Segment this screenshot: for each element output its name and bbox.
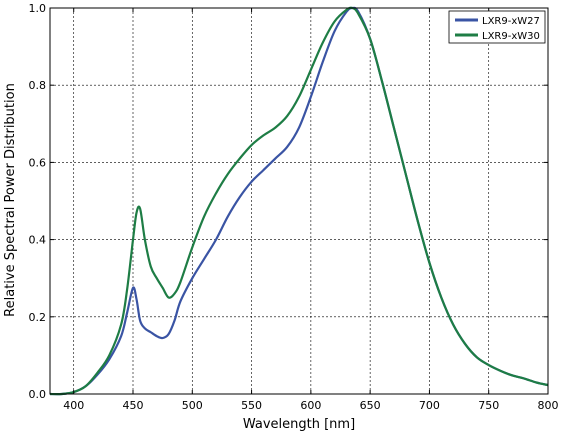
legend-label-lxr9-xw30: LXR9-xW30 [482,31,540,42]
x-tick-label: 650 [360,399,381,412]
series-line-lxr9-xw27 [49,6,549,396]
x-tick-label: 450 [123,399,144,412]
y-tick-label: 0.2 [29,311,47,324]
series-line-lxr9-xw30 [49,6,549,396]
x-tick-label: 700 [419,399,440,412]
legend: LXR9-xW27 LXR9-xW30 [448,10,546,44]
x-tick-label: 600 [300,399,321,412]
legend-label-lxr9-xw27: LXR9-xW27 [482,16,540,27]
y-tick-label: 1.0 [29,2,47,15]
x-axis-label: Wavelength [nm] [243,417,355,432]
x-tick-label: 500 [182,399,203,412]
x-tick-label: 400 [63,399,84,412]
ticks: 400 450 500 550 600 650 700 750 800 0.0 0.2 0.4 0.6 0… [29,2,559,412]
y-tick-label: 0.6 [29,156,47,169]
y-axis-label: Relative Spectral Power Distribution [3,83,18,317]
y-tick-label: 0.0 [29,388,47,401]
plot-frame [49,7,549,395]
grid [50,7,549,395]
series-layer [49,6,549,396]
y-tick-label: 0.4 [29,234,47,247]
x-tick-label: 750 [478,399,499,412]
legend-box [448,10,546,44]
x-tick-label: 800 [538,399,559,412]
y-tick-label: 0.8 [29,79,47,92]
x-tick-label: 550 [241,399,262,412]
